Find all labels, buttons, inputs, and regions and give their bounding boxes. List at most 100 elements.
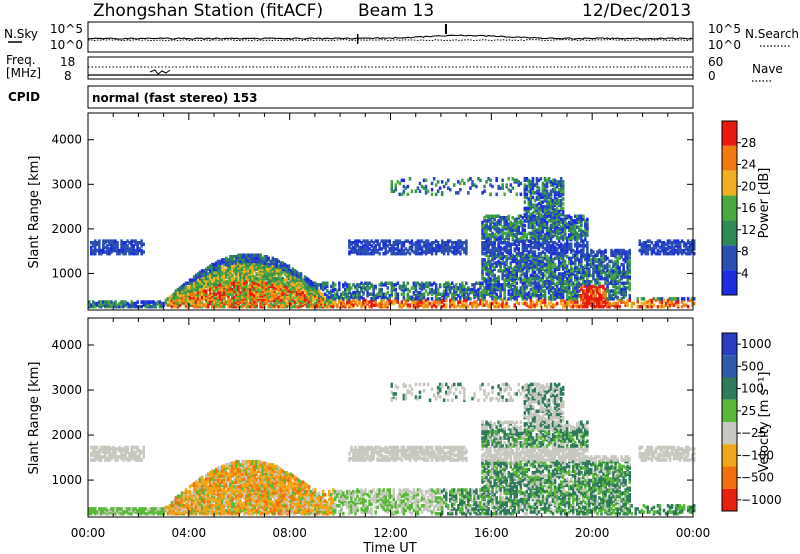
power-cell [473,300,476,304]
power-cell [414,189,418,193]
power-cell [245,280,248,284]
power-cell [499,292,502,296]
power-cell [231,255,234,259]
power-cell [449,187,452,192]
power-cell [467,304,470,309]
power-cell [354,295,357,300]
power-cell [96,248,99,253]
power-cell [533,286,537,290]
power-cell [221,270,224,275]
power-cell [469,290,472,295]
power-cell [533,206,537,211]
power-cell [483,264,486,268]
power-cell [543,273,547,278]
power-cell [219,286,222,290]
power-cell [555,180,559,184]
power-cell [523,253,527,257]
power-cell [547,211,551,215]
power-cell [553,178,557,183]
power-cell [211,301,214,306]
power-cell [539,208,543,212]
power-cell [459,304,462,309]
power-cell [533,253,537,257]
power-cell [384,242,387,246]
noise-right-label: N.Search [745,27,799,41]
power-cell [503,284,506,289]
power-cell [570,236,573,240]
power-cell [584,234,587,239]
power-cell [511,177,514,181]
power-cell [531,292,535,296]
power-cell [557,244,561,248]
power-cell [412,297,416,301]
power-cell [584,298,587,303]
power-cell [565,295,569,300]
power-cell [257,276,260,281]
power-cell [257,287,260,292]
freq-traces [88,66,693,76]
power-cell [148,300,151,304]
power-cell [505,301,508,306]
power-cell [559,301,563,306]
power-cell [440,250,444,254]
power-cell [382,303,385,307]
power-cell [590,248,593,253]
power-cell [543,241,547,245]
power-cell [539,177,543,181]
noise-panel: N.Sky 10^5 10^0 10^5 10^0 N.Search [4,21,799,53]
power-cell [350,300,353,304]
power-cell [541,234,545,239]
power-cell [404,239,408,243]
power-cell [570,228,573,232]
date-label: 12/Dec/2013 [582,1,691,21]
power-cell [170,297,174,301]
power-cell [557,239,561,243]
power-cell [350,241,353,245]
power-cell [586,244,589,248]
power-cell [366,300,369,304]
power-cell [352,290,355,295]
power-cell [237,273,240,278]
power-cell [203,273,206,278]
power-cell [229,289,232,293]
power-cell [549,211,553,215]
power-cell [578,242,581,246]
power-cell [533,303,537,307]
power-cell [576,286,579,290]
power-cell [398,181,402,186]
power-cell [459,295,462,300]
power-cell [380,281,383,285]
power-cell [396,239,400,243]
power-cell [557,226,561,231]
power-cell [422,241,426,245]
power-cell [586,276,589,281]
power-cell [539,298,543,303]
power-cell [525,253,529,257]
power-cell [563,259,567,264]
power-cell [447,284,450,289]
power-cell [271,264,274,268]
power-cell [483,267,486,271]
power-cell [297,295,301,300]
power-cell [406,287,410,292]
power-cell [481,258,484,262]
power-cell [309,283,313,287]
power-cell [531,286,535,290]
power-cell [422,178,426,183]
power-cell [576,225,579,229]
power-cell [124,250,127,254]
power-cell [453,245,456,250]
power-cell [531,211,535,215]
power-cell [559,233,563,237]
power-cell [596,278,599,282]
power-cell [348,295,351,300]
power-cell [551,187,555,192]
power-cell [586,259,589,264]
power-cell [499,303,502,307]
power-cell [561,237,565,242]
power-cell [440,298,444,303]
power-cell [120,247,123,251]
power-cell [412,242,416,246]
power-cell [551,258,555,262]
power-cell [527,225,531,229]
